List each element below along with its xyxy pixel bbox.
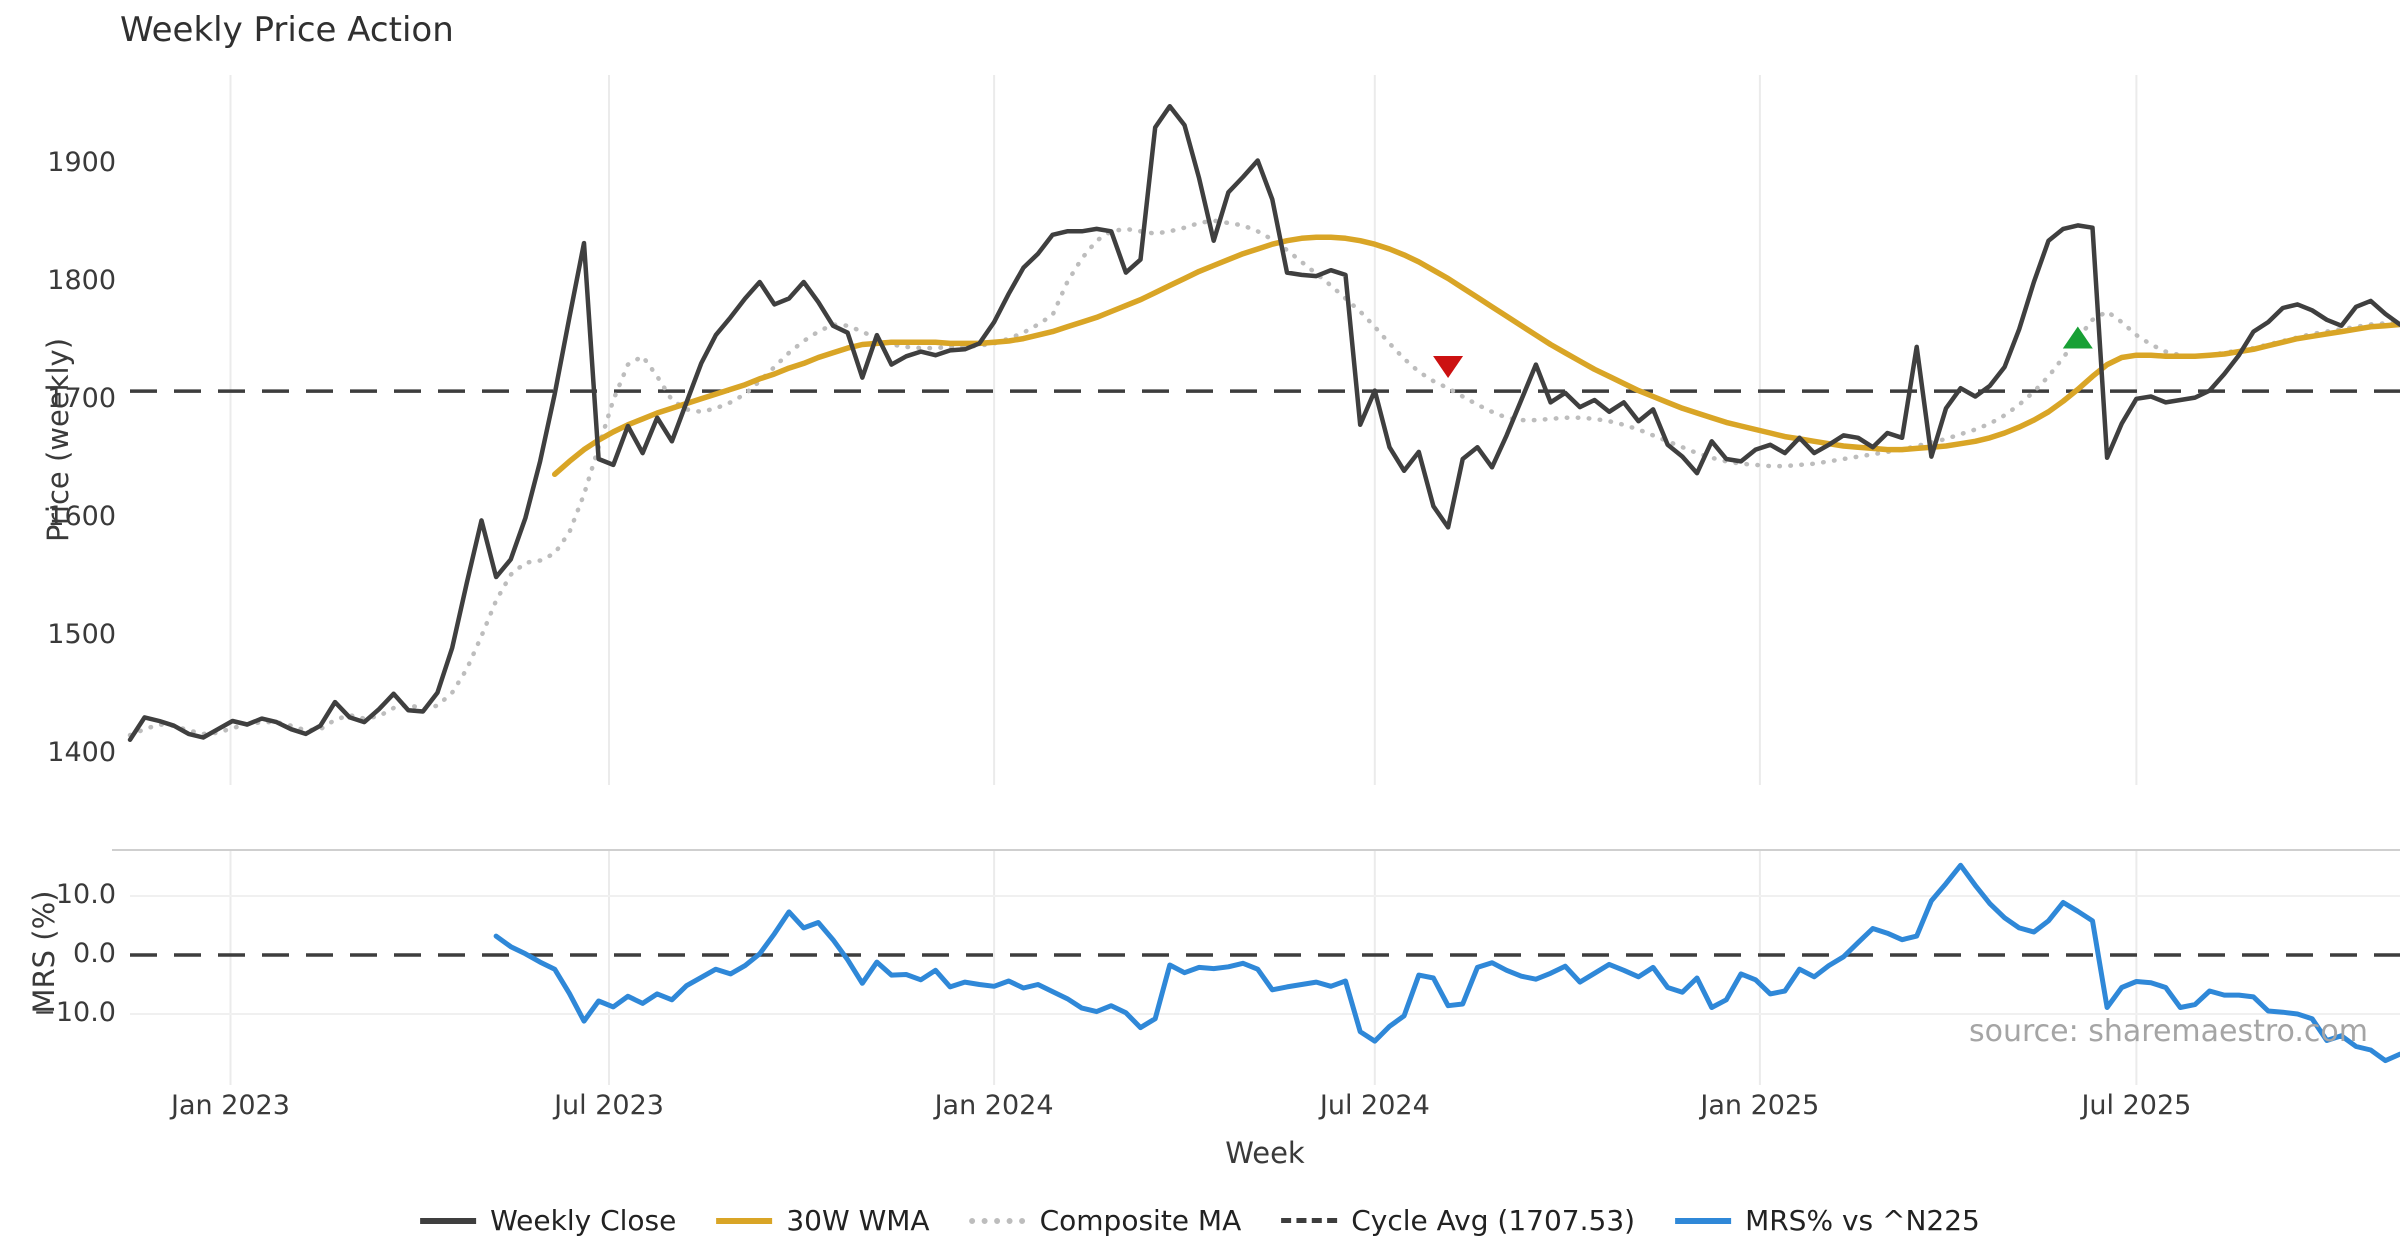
legend-label: 30W WMA [786, 1204, 930, 1237]
legend-swatch-dashed-icon [1281, 1218, 1338, 1223]
sell-marker-icon [1433, 355, 1464, 378]
legend-item: MRS% vs ^N225 [1675, 1204, 1980, 1237]
legend-label: Weekly Close [490, 1204, 677, 1237]
mrs-tick-label: −10.0 [33, 997, 116, 1028]
x-tick-label: Jul 2025 [2081, 1090, 2192, 1121]
mrs-line [493, 862, 2400, 1064]
legend-swatch-dotted-icon [969, 1217, 1026, 1224]
x-axis-label: Week [1225, 1136, 1305, 1170]
x-tick-label: Jul 2024 [1319, 1090, 1430, 1121]
legend-swatch-solid-icon [1675, 1217, 1732, 1224]
price-tick-label: 1500 [47, 619, 116, 650]
chart-title: Weekly Price Action [120, 10, 454, 50]
weekly-close-line [127, 103, 2400, 743]
legend-item: Weekly Close [420, 1204, 676, 1237]
x-tick-label: Jul 2023 [554, 1090, 664, 1121]
buy-marker-icon [2062, 326, 2093, 349]
composite-ma-line [127, 218, 2400, 738]
legend: Weekly Close 30W WMA Composite MA Cycle Avg… [420, 1204, 1980, 1237]
source-credit: source: sharemaestro.com [1969, 1014, 2368, 1049]
x-tick-label: Jan 2025 [1700, 1090, 1820, 1121]
legend-label: Composite MA [1039, 1204, 1242, 1237]
price-tick-label: 1700 [47, 383, 116, 414]
legend-swatch-solid-icon [716, 1217, 773, 1224]
legend-item: 30W WMA [716, 1204, 930, 1237]
legend-item: Cycle Avg (1707.53) [1281, 1204, 1635, 1237]
legend-item: Composite MA [969, 1204, 1242, 1237]
legend-label: MRS% vs ^N225 [1745, 1204, 1980, 1237]
wma-30w-line [551, 234, 2400, 478]
mrs-tick-label: 10.0 [55, 879, 116, 910]
x-tick-label: Jan 2024 [934, 1090, 1054, 1121]
mrs-tick-label: 0.0 [73, 938, 116, 969]
price-tick-label: 1800 [47, 265, 116, 296]
price-tick-label: 1600 [47, 501, 116, 532]
legend-label: Cycle Avg (1707.53) [1351, 1204, 1636, 1237]
price-tick-label: 1400 [47, 737, 116, 768]
price-tick-label: 1900 [47, 147, 116, 178]
x-tick-label: Jan 2023 [170, 1090, 290, 1121]
legend-swatch-solid-icon [420, 1217, 477, 1224]
